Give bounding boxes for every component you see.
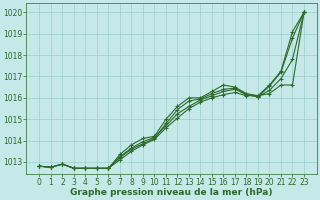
X-axis label: Graphe pression niveau de la mer (hPa): Graphe pression niveau de la mer (hPa): [70, 188, 273, 197]
